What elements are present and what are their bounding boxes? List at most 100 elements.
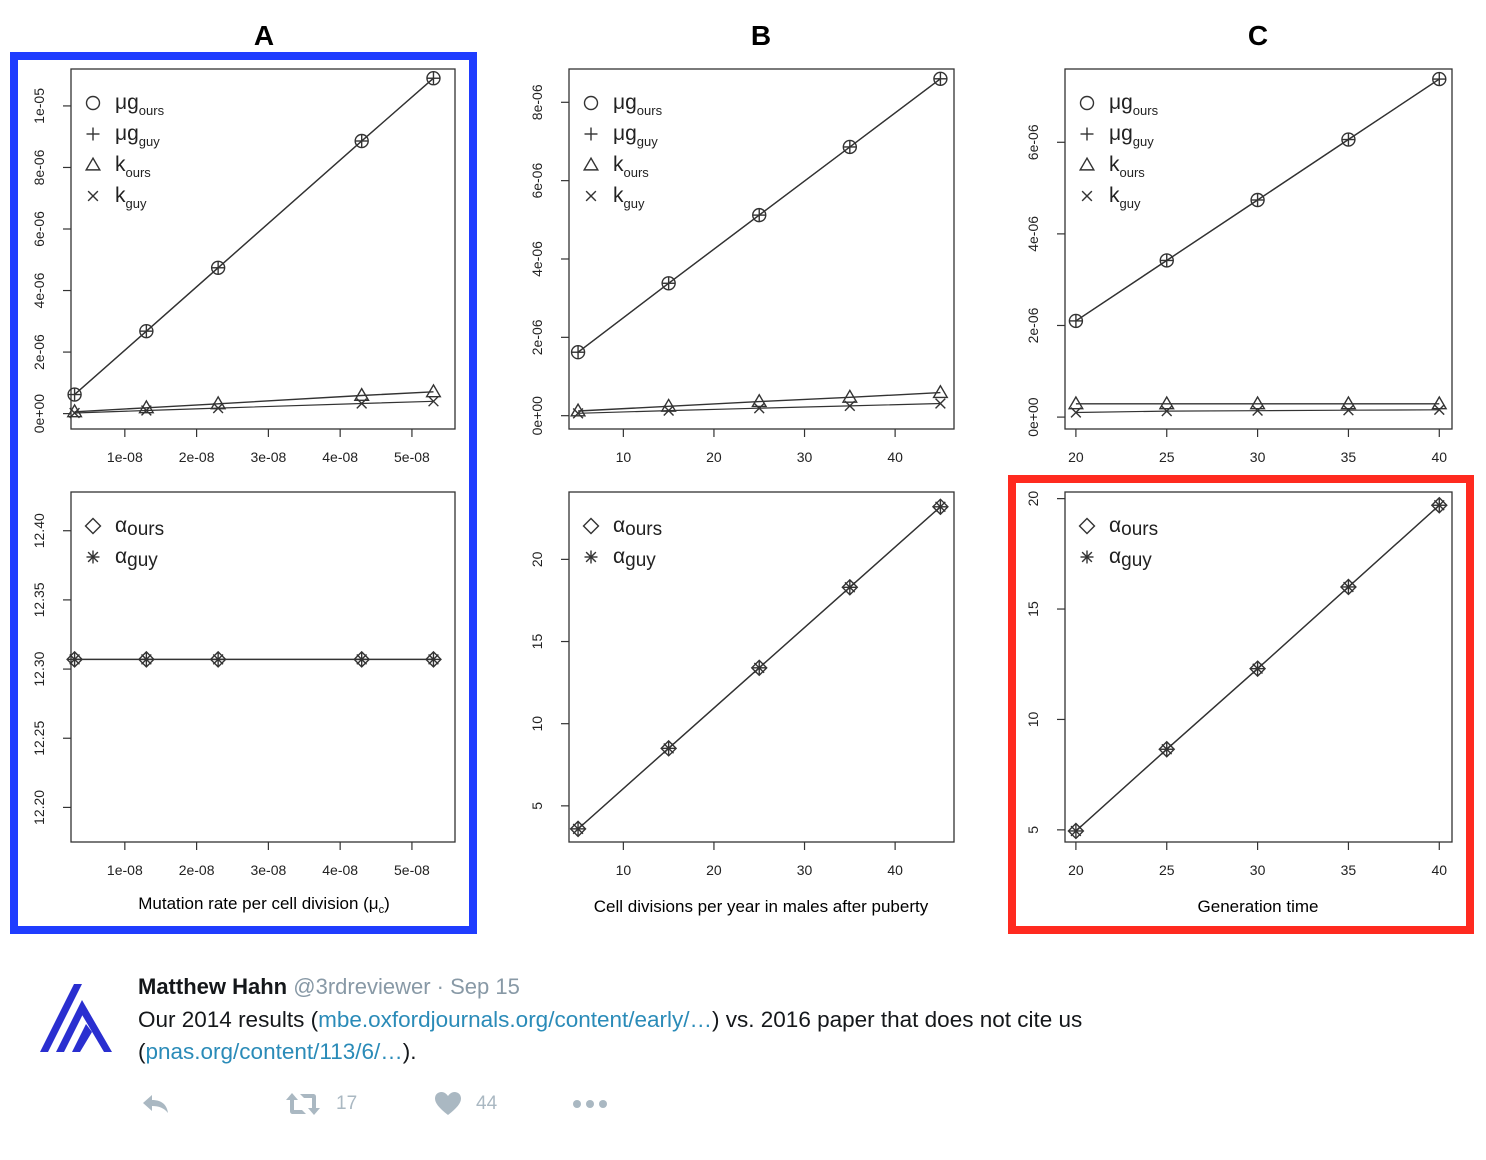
plot-c-top-point-k_ours-shape [1431, 395, 1448, 410]
plot-b-bottom-point-alpha_guy-b [844, 581, 856, 593]
reply-icon [143, 1095, 168, 1113]
like-count: 44 [476, 1093, 498, 1114]
plot-a-top-ytick-label: 6e-06 [31, 211, 47, 247]
plot-a-bottom-point-alpha_guy-b [428, 654, 439, 665]
author-handle[interactable]: @3rdreviewer [293, 974, 431, 999]
plot-b-top-point-k_ours [751, 393, 768, 408]
legend-sub: guy [1133, 134, 1154, 149]
plot-b-top-legend-marker [584, 127, 598, 141]
reply-button[interactable] [140, 1086, 172, 1122]
panel-letter-b: B [751, 20, 771, 51]
plot-b-bottom-legend-marker-b [585, 551, 597, 563]
tweet-link-pnas[interactable]: pnas.org/content/113/6/… [145, 1039, 403, 1064]
plot-a-top-legend-marker [87, 190, 99, 202]
plot-a-bottom-xtick-label: 5e-08 [394, 862, 430, 878]
author-name[interactable]: Matthew Hahn [138, 974, 288, 999]
plot-c-bottom-point-alpha_ours [1067, 822, 1085, 840]
plot-a-top-legend-marker [85, 95, 101, 111]
tweet-header: Matthew Hahn @3rdreviewer · Sep 15 [138, 974, 520, 1000]
plot-a-top-legend-marker-shape [85, 95, 101, 111]
plot-c-top-legend-label: kours [1109, 153, 1145, 180]
plot-b-top-point-mu_g_guy [752, 208, 766, 222]
plot-c-top-point-mu_g_guy [1069, 314, 1083, 328]
plot-c-bottom-xtick-label: 35 [1341, 862, 1357, 878]
plot-b-top-xtick-label: 40 [887, 449, 903, 465]
plot-c-top-xtick-label: 20 [1068, 449, 1084, 465]
legend-greek: μ [1109, 122, 1121, 145]
plot-b-bottom-point-alpha_ours [841, 578, 859, 596]
plot-b-top-ytick-label: 6e-06 [529, 163, 545, 199]
plot-b-bottom-point-alpha_guy-b [935, 501, 946, 513]
plot-b-bottom-point-alpha_ours-shape [931, 498, 949, 516]
legend-sub: ours [1120, 165, 1146, 180]
plot-b-bottom-legend-label: αguy [613, 545, 656, 571]
plot-b-top-point-k_ours-shape [932, 384, 949, 399]
retweet-button[interactable]: 17 [284, 1086, 357, 1122]
legend-greek: μ [613, 91, 625, 114]
plot-a-top-legend-label: kguy [115, 184, 147, 211]
plot-a-bottom-legend-marker-shape [84, 517, 102, 535]
plot-c-top-point-k_guy [1161, 405, 1173, 417]
tweet-text-part: ) vs. 2016 paper that does not cite us [712, 1007, 1083, 1032]
plot-a-top-point-mu_g_guy [355, 134, 369, 148]
plot-b-bottom-legend-label: αours [613, 514, 662, 540]
plot-a-top-point-k_ours [353, 387, 370, 402]
plot-c-top-point-k_guy [1070, 407, 1082, 418]
plot-a-top-point-k_guy-b [140, 405, 152, 416]
plot-a-top-point-k_guy [69, 407, 80, 419]
plot-a-top-legend-marker-b [87, 190, 99, 202]
plot-a-bottom-point-alpha_ours [425, 650, 442, 668]
plot-a-top-ytick-label: 0e+00 [31, 394, 47, 434]
legend-sub: ours [126, 165, 152, 180]
legend-sub: guy [139, 134, 160, 149]
plot-c-bottom-point-alpha_ours-shape [1067, 822, 1085, 840]
plot-c-bottom-ytick-label: 5 [1025, 826, 1041, 834]
plot-a-top-point-k_guy-b [356, 398, 368, 409]
more-button[interactable] [572, 1086, 608, 1122]
plot-a-top-point-k_ours-shape [210, 395, 227, 410]
plot-c-bottom-point-alpha_guy-b [1433, 499, 1445, 511]
plot-b-bottom-point-alpha_guy-b [663, 742, 675, 754]
legend-greek: α [115, 514, 127, 537]
avatar[interactable] [36, 980, 116, 1060]
xlabel-b: Cell divisions per year in males after p… [594, 897, 929, 916]
like-button[interactable]: 44 [434, 1086, 497, 1122]
plot-a-bottom: 1e-08 2e-08 3e-08 4e-08 5e-08 12.20 12.25 12.30… [31, 491, 456, 878]
plot-b-bottom-legend-marker [582, 517, 600, 535]
tweet-link-mbe[interactable]: mbe.oxfordjournals.org/content/early/… [318, 1007, 713, 1032]
plot-a-bottom-ytick-label: 12.40 [31, 513, 47, 548]
plot-b-top-point-k_guy-b [753, 402, 765, 414]
plot-a-top-ytick-label: 8e-06 [31, 149, 47, 185]
plot-c-top-ytick-label: 6e-06 [1025, 124, 1041, 160]
plot-c-top-ytick-label: 0e+00 [1025, 397, 1041, 437]
plot-c-bottom-legend-label: αours [1109, 514, 1158, 540]
plot-a-bottom-point-alpha_ours [137, 650, 155, 668]
plot-c-bottom-point-alpha_ours-shape [1158, 740, 1176, 758]
plot-c-top-legend-label: μgours [1109, 91, 1159, 118]
plot-b-bottom-legend-marker-shape [582, 517, 600, 535]
plot-a-top-xtick-label: 1e-08 [107, 449, 143, 465]
tweet-date[interactable]: Sep 15 [450, 974, 520, 999]
plot-b-top-point-mu_g_guy [662, 276, 676, 290]
plot-a-top-ytick-label: 4e-06 [31, 272, 47, 308]
more-icon [573, 1100, 607, 1108]
plot-b-bottom-point-alpha_ours-shape [750, 659, 768, 677]
plot-a-top-point-k_ours-shape [353, 387, 370, 402]
highlight-box-red [1008, 475, 1474, 934]
plot-a-bottom-legend-marker-b [87, 551, 99, 563]
plot-b-top-xtick-label: 30 [797, 449, 813, 465]
legend-sub: ours [127, 519, 164, 540]
legend-main: k [613, 153, 624, 176]
plot-c-bottom-point-alpha_guy [1251, 662, 1265, 676]
plot-a-top-point-k_ours-shape [66, 403, 83, 418]
plot-c-bottom-xtick-label: 40 [1431, 862, 1447, 878]
plot-a-bottom-ytick-label: 12.30 [31, 651, 47, 686]
legend-sub: guy [126, 196, 147, 211]
plot-b-top-point-k_guy [572, 407, 584, 419]
plot-c-bottom-point-alpha_ours-shape [1339, 578, 1357, 596]
legend-greek: α [613, 545, 625, 568]
tweet-text-part: ). [402, 1039, 417, 1064]
legend-sub: guy [1120, 196, 1141, 211]
plot-c-bottom-point-alpha_ours-shape [1430, 496, 1448, 514]
